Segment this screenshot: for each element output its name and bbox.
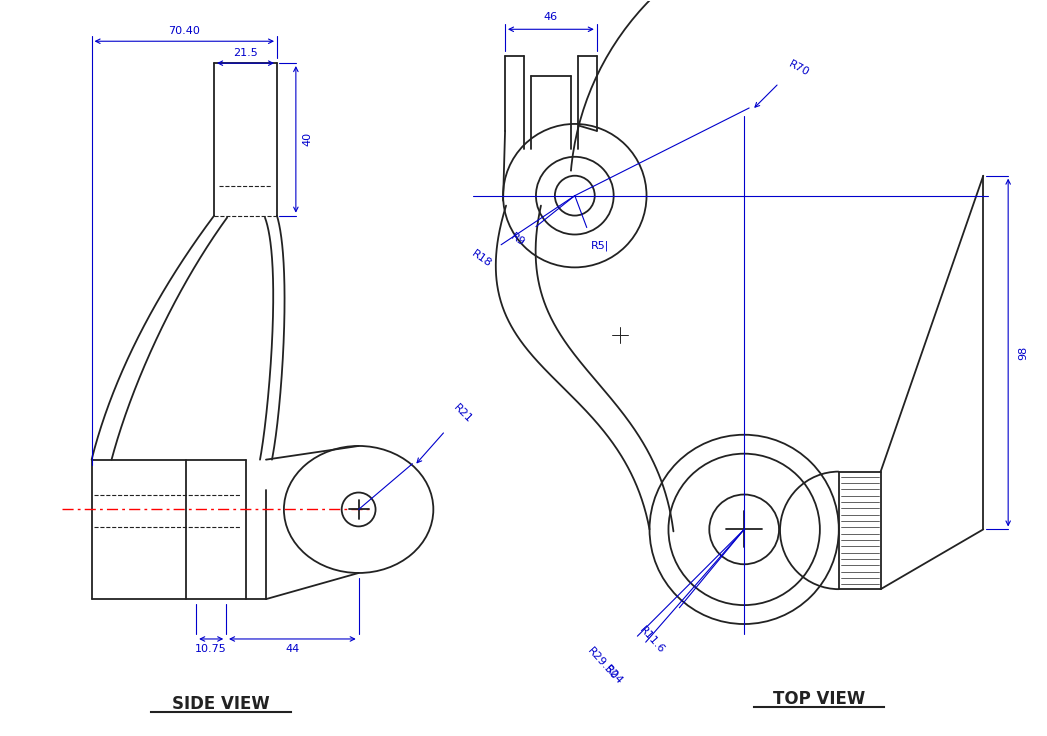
Text: 10.75: 10.75 [196,644,227,654]
Text: R18: R18 [469,248,493,269]
Text: R21: R21 [451,403,473,425]
Text: R24: R24 [603,664,625,687]
Text: SIDE VIEW: SIDE VIEW [173,695,270,712]
Text: R11.6: R11.6 [637,624,666,655]
Text: R9: R9 [509,231,527,248]
Text: 44: 44 [285,644,299,654]
Text: 21.5: 21.5 [233,48,258,58]
Text: R29.50: R29.50 [585,646,620,682]
Text: 70.40: 70.40 [169,26,200,36]
Text: R70: R70 [787,59,811,78]
Text: TOP VIEW: TOP VIEW [773,690,865,708]
Text: 40: 40 [303,132,313,146]
Text: 46: 46 [543,13,558,22]
Text: R5|: R5| [591,240,609,251]
Text: 98: 98 [1018,345,1028,360]
